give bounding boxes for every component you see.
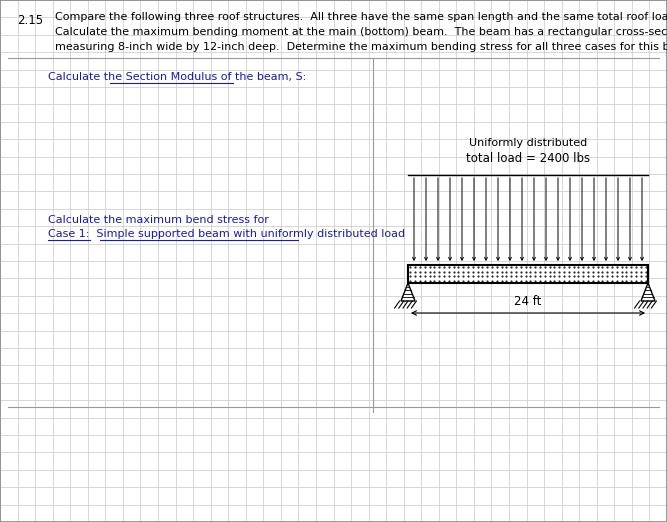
Text: Compare the following three roof structures.  All three have the same span lengt: Compare the following three roof structu… — [55, 12, 667, 22]
Text: Case 1:  Simple supported beam with uniformly distributed load: Case 1: Simple supported beam with unifo… — [48, 229, 405, 239]
Text: 2.15: 2.15 — [17, 14, 43, 27]
Polygon shape — [401, 283, 415, 301]
Bar — [408, 265, 648, 283]
Text: measuring 8-inch wide by 12-inch deep.  Determine the maximum bending stress for: measuring 8-inch wide by 12-inch deep. D… — [55, 42, 667, 52]
Text: Calculate the Section Modulus of the beam, S:: Calculate the Section Modulus of the bea… — [48, 72, 306, 82]
Text: 24 ft: 24 ft — [514, 295, 542, 308]
Text: Calculate the maximum bend stress for: Calculate the maximum bend stress for — [48, 215, 269, 225]
Polygon shape — [641, 283, 655, 301]
Text: Uniformly distributed: Uniformly distributed — [469, 138, 587, 148]
Text: total load = 2400 lbs: total load = 2400 lbs — [466, 152, 590, 165]
Text: Calculate the maximum bending moment at the main (bottom) beam.  The beam has a : Calculate the maximum bending moment at … — [55, 27, 667, 37]
